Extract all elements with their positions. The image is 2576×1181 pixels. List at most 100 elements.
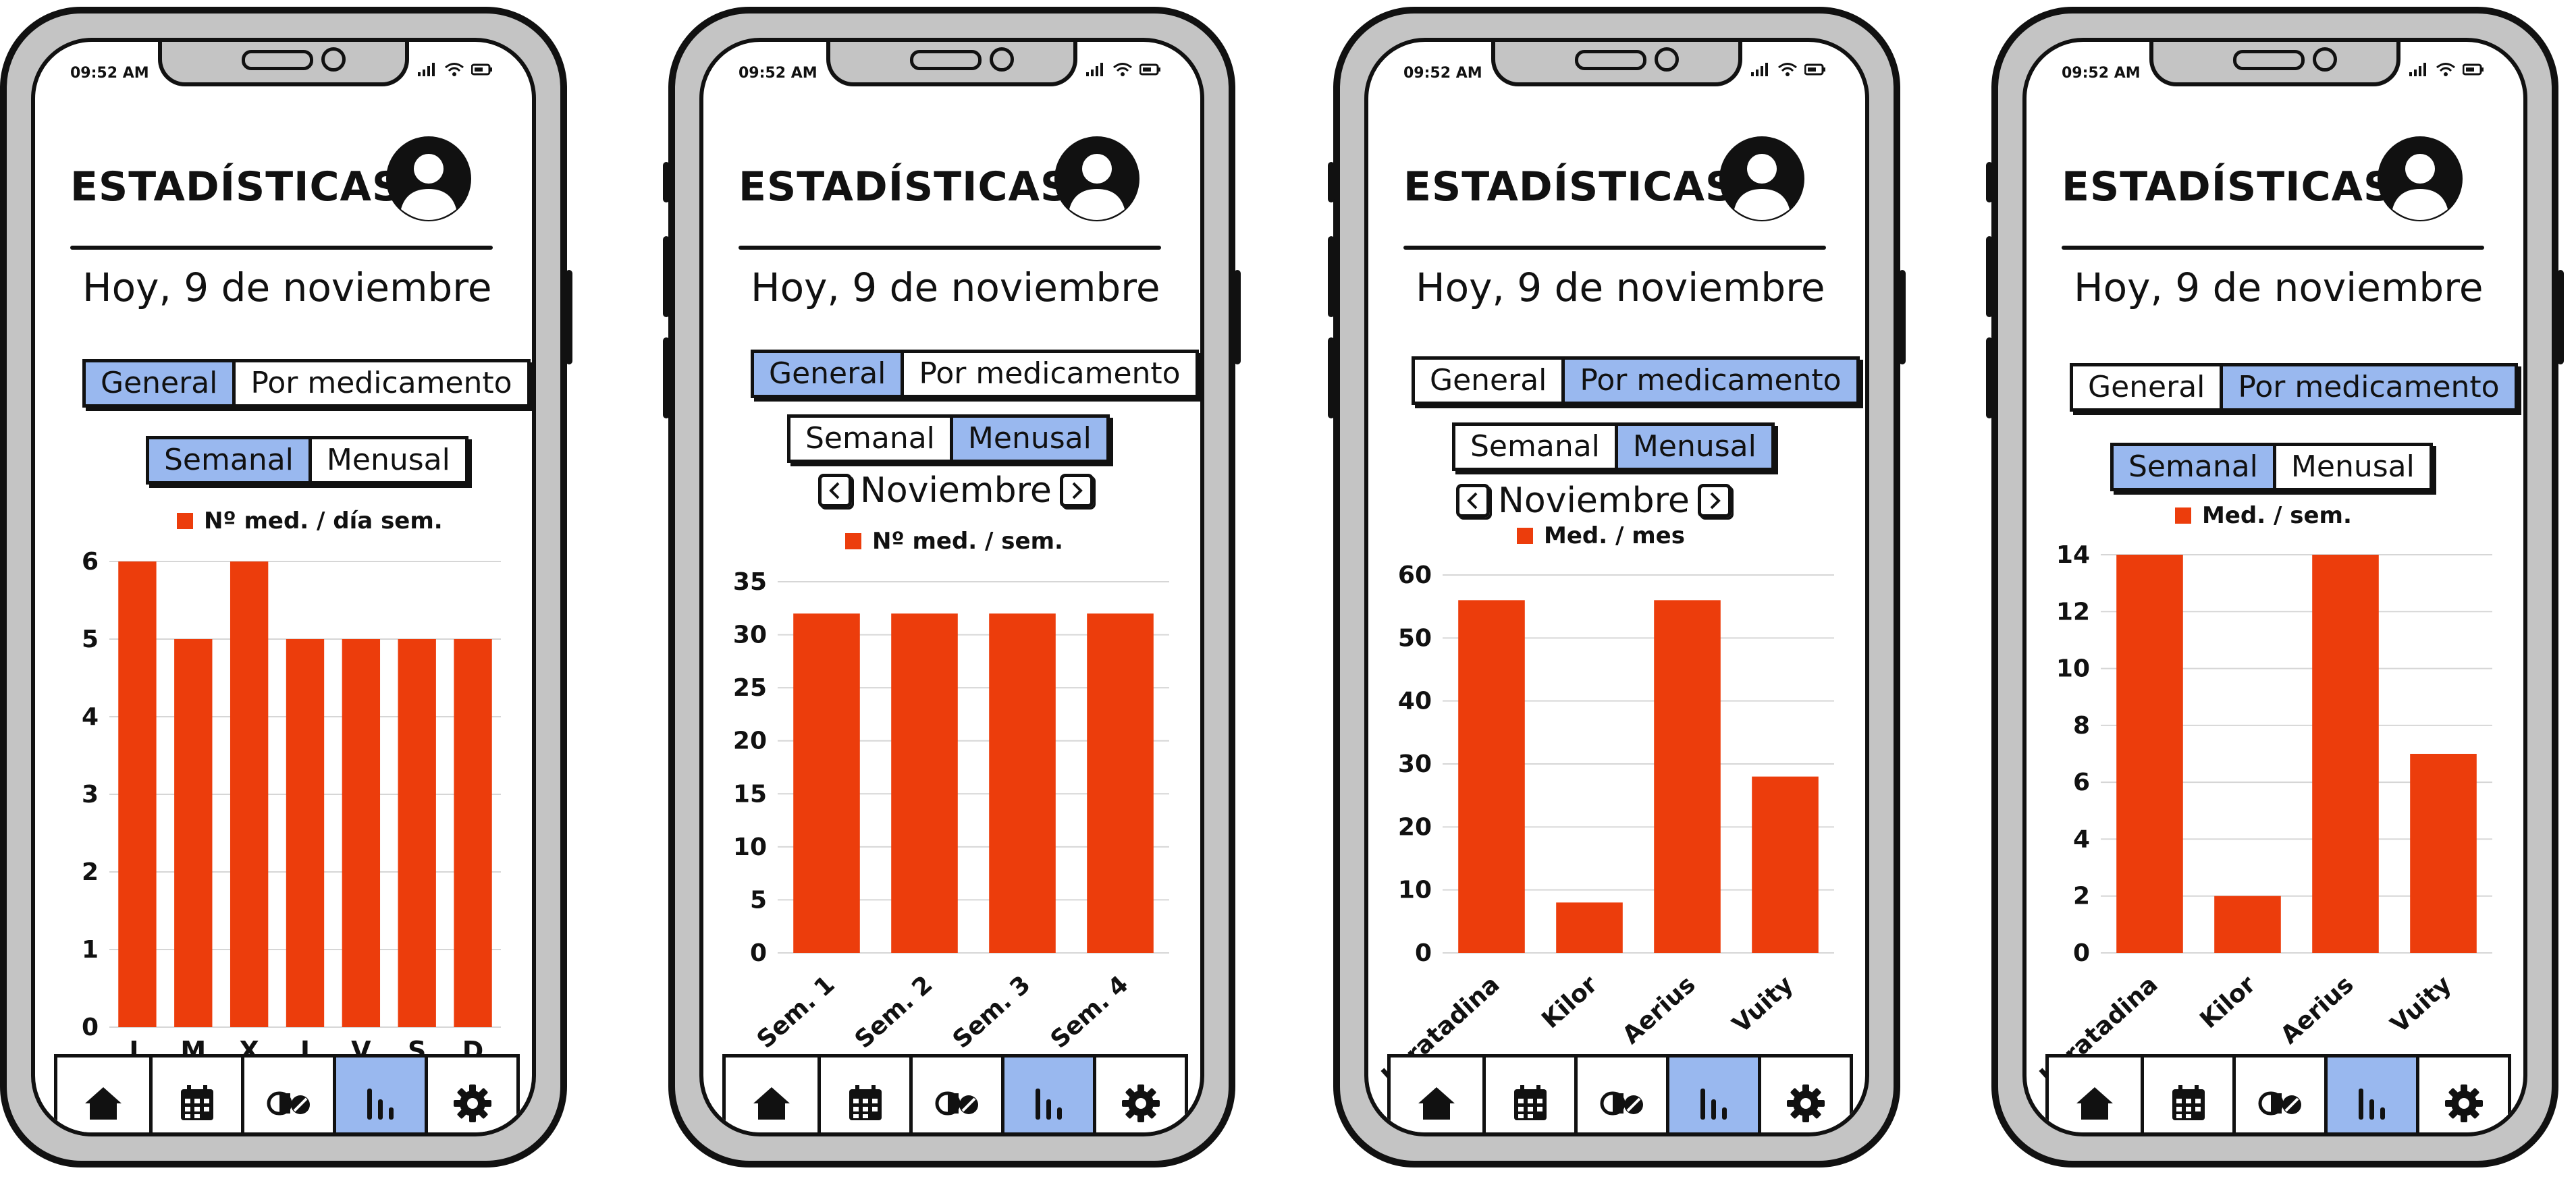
bar[interactable]	[989, 613, 1056, 953]
phone-side-button	[1899, 270, 1906, 364]
nav-calendar[interactable]	[2141, 1058, 2232, 1132]
bar[interactable]	[1752, 776, 1819, 953]
bar[interactable]	[230, 561, 269, 1027]
user-icon	[401, 154, 456, 220]
tab-semanal[interactable]: Semanal	[2114, 446, 2273, 488]
next-month-button[interactable]	[1059, 474, 1094, 507]
tab-general[interactable]: General	[86, 362, 233, 404]
nav-settings[interactable]	[425, 1058, 516, 1132]
next-month-button[interactable]	[1697, 484, 1732, 518]
tab-mensual[interactable]: Menusal	[1614, 426, 1771, 468]
nav-home[interactable]	[1391, 1058, 1482, 1132]
bar[interactable]	[793, 613, 860, 953]
tab-general[interactable]: General	[2088, 370, 2205, 404]
nav-home[interactable]	[57, 1058, 149, 1132]
tab-semanal[interactable]: Semanal	[805, 421, 935, 456]
header-divider	[739, 246, 1161, 250]
tab-semanal[interactable]: Semanal	[1470, 429, 1600, 464]
page-title: ESTADÍSTICAS	[2062, 163, 2394, 211]
phone-side-button	[663, 337, 670, 418]
nav-statistics[interactable]	[333, 1058, 425, 1132]
avatar[interactable]	[2378, 136, 2463, 221]
avatar[interactable]	[1719, 136, 1804, 221]
chevron-right-icon	[1710, 492, 1721, 510]
signal-icon	[1751, 63, 1768, 76]
y-tick-label: 4	[82, 703, 99, 731]
user-icon	[1734, 154, 1790, 220]
bar[interactable]	[398, 639, 436, 1027]
nav-medicines[interactable]	[1574, 1058, 1666, 1132]
bar[interactable]	[2214, 896, 2281, 953]
nav-calendar[interactable]	[817, 1058, 909, 1132]
chevron-left-icon	[1467, 492, 1478, 510]
bar[interactable]	[118, 561, 157, 1027]
tab-general[interactable]: General	[1430, 363, 1547, 397]
bar[interactable]	[891, 613, 958, 953]
phone-side-button	[1234, 270, 1241, 364]
bar[interactable]	[454, 639, 492, 1027]
bar[interactable]	[1654, 600, 1721, 953]
y-tick-label: 10	[1398, 877, 1432, 904]
y-tick-label: 30	[733, 622, 767, 649]
bar[interactable]	[286, 639, 325, 1027]
prev-month-button[interactable]	[1456, 484, 1490, 518]
gear-icon	[1121, 1084, 1160, 1122]
phone-screen: 09:52 AM ESTADÍSTICAS	[699, 38, 1204, 1136]
bar[interactable]	[174, 639, 213, 1027]
nav-statistics[interactable]	[1666, 1058, 1758, 1132]
nav-calendar[interactable]	[149, 1058, 241, 1132]
nav-medicines[interactable]	[2232, 1058, 2324, 1132]
tab-mensual[interactable]: Menusal	[2272, 446, 2430, 488]
signal-icon	[1086, 63, 1103, 76]
tab-mensual[interactable]: Menusal	[949, 418, 1106, 460]
header-divider	[1403, 246, 1826, 250]
header-divider	[2062, 246, 2484, 250]
nav-home[interactable]	[726, 1058, 817, 1132]
tab-por-medicamento[interactable]: Por medicamento	[1561, 360, 1856, 402]
chevron-left-icon	[829, 482, 840, 499]
y-tick-label: 5	[82, 626, 99, 653]
y-tick-label: 35	[733, 568, 767, 596]
nav-statistics[interactable]	[1001, 1058, 1093, 1132]
x-tick-label: Kilor	[1536, 970, 1603, 1034]
nav-settings[interactable]	[1758, 1058, 1850, 1132]
period-toggle: Semanal Menusal	[2110, 443, 2433, 491]
x-tick-label: Sem. 1	[752, 970, 840, 1054]
stats-icon	[1035, 1089, 1062, 1120]
nav-settings[interactable]	[2416, 1058, 2508, 1132]
bar[interactable]	[1458, 600, 1525, 953]
avatar[interactable]	[1054, 136, 1139, 221]
legend-label: Nº med. / día sem.	[204, 507, 443, 534]
bar[interactable]	[1087, 613, 1154, 953]
tab-mensual[interactable]: Menusal	[308, 439, 465, 481]
y-tick-label: 4	[2073, 825, 2090, 853]
nav-medicines[interactable]	[909, 1058, 1001, 1132]
bar[interactable]	[2410, 754, 2477, 953]
tab-por-medicamento[interactable]: Por medicamento	[232, 362, 527, 404]
y-tick-label: 2	[82, 858, 99, 886]
nav-statistics[interactable]	[2324, 1058, 2416, 1132]
bar[interactable]	[2312, 555, 2379, 953]
avatar[interactable]	[386, 136, 471, 221]
x-tick-label: Sem. 4	[1046, 970, 1134, 1054]
bar[interactable]	[1556, 902, 1623, 953]
nav-calendar[interactable]	[1482, 1058, 1574, 1132]
y-tick-label: 20	[1398, 813, 1432, 841]
nav-home[interactable]	[2049, 1058, 2141, 1132]
tab-semanal[interactable]: Semanal	[149, 439, 308, 481]
bar[interactable]	[2116, 555, 2183, 953]
nav-settings[interactable]	[1093, 1058, 1185, 1132]
tab-por-medicamento[interactable]: Por medicamento	[901, 353, 1195, 395]
phone-mockup-3: 09:52 AM ESTADÍSTICAS	[1328, 7, 1906, 1168]
bar[interactable]	[342, 639, 381, 1027]
tab-general[interactable]: General	[754, 353, 901, 395]
chart-legend: Med. / mes	[1517, 522, 1685, 549]
chart-legend: Nº med. / día sem.	[177, 507, 443, 534]
prev-month-button[interactable]	[818, 474, 852, 507]
tab-por-medicamento[interactable]: Por medicamento	[2220, 366, 2515, 408]
x-tick-label: Sem. 2	[850, 970, 938, 1054]
phone-mockup-2: 09:52 AM ESTADÍSTICAS	[663, 7, 1241, 1168]
signal-icon	[2409, 63, 2426, 76]
nav-medicines[interactable]	[241, 1058, 333, 1132]
